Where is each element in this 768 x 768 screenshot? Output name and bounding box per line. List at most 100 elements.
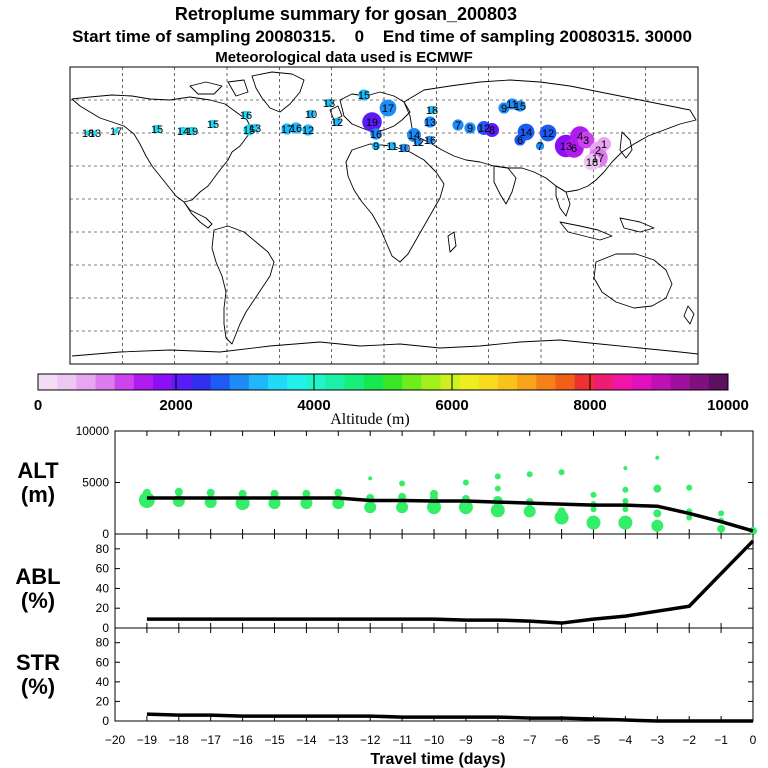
altitude-cluster-point <box>430 489 438 498</box>
trajectory-blob <box>85 130 91 136</box>
trajectory-day-label: 18 <box>426 105 438 117</box>
colorbar-cell <box>133 374 154 390</box>
colorbar-cell <box>287 374 307 390</box>
altitude-cluster-point <box>526 471 533 478</box>
colorbar-cell <box>248 374 269 390</box>
colorbar-tick-label: 10000 <box>707 397 749 414</box>
x-axis-title: Travel time (days) <box>370 751 505 768</box>
trajectory-day-label: 12 <box>331 117 343 129</box>
trajectory-day-label: 15 <box>243 125 255 137</box>
trajectory-day-label: 13 <box>89 128 101 140</box>
colorbar-cell <box>325 374 346 390</box>
trajectory-blob <box>597 137 611 151</box>
altitude-cluster-point <box>206 488 215 497</box>
colorbar-cell <box>191 374 211 390</box>
trajectory-day-label: 16 <box>290 123 302 135</box>
trajectory-day-label: 13 <box>560 141 572 153</box>
colorbar-cell <box>306 374 326 390</box>
colorbar-cell <box>383 374 403 390</box>
x-tick-label: −2 <box>682 733 696 747</box>
altitude-cluster-point <box>458 500 473 515</box>
trajectory-day-label: 11 <box>506 99 517 111</box>
trajectory-blob <box>302 124 314 136</box>
trajectory-day-label: 8 <box>489 125 495 137</box>
colorbar-cell <box>95 374 116 390</box>
altitude-cluster-point <box>238 489 247 498</box>
str-panel-unit: (%) <box>21 674 55 699</box>
altitude-cluster-point <box>494 485 501 492</box>
x-tick-label: −7 <box>523 733 537 747</box>
trajectory-day-label: 17 <box>592 153 604 165</box>
altitude-cluster-point <box>651 519 664 532</box>
y-tick-label: 20 <box>96 694 110 708</box>
trajectory-day-label: 15 <box>514 101 526 113</box>
trajectory-day-label: 14 <box>177 126 189 138</box>
x-tick-label: −3 <box>650 733 664 747</box>
altitude-cluster-point <box>334 488 343 497</box>
trajectory-day-label: 14 <box>520 127 532 139</box>
altitude-cluster-point <box>399 480 406 487</box>
colorbar-cell <box>440 374 461 390</box>
y-tick-label: 0 <box>102 527 109 541</box>
trajectory-day-label: 17 <box>110 126 122 138</box>
trajectory-blob <box>425 135 435 145</box>
trajectory-blob <box>241 110 251 120</box>
altitude-cluster-point <box>686 484 693 491</box>
colorbar-cell <box>210 374 231 390</box>
colorbar-tick-label: 6000 <box>435 397 468 414</box>
altitude-cluster-point <box>653 509 662 518</box>
altitude-cluster-point <box>623 466 628 471</box>
trajectory-blob <box>370 128 382 140</box>
x-tick-label: 0 <box>750 733 757 747</box>
title-line-1: Retroplume summary for gosan_200803 <box>175 4 517 24</box>
trajectory-day-label: 17 <box>382 103 394 115</box>
alt-mean-line <box>146 496 754 533</box>
trajectory-day-label: 15 <box>358 90 370 102</box>
trajectory-blob <box>208 119 218 129</box>
trajectory-day-label: 14 <box>408 130 420 142</box>
altitude-cluster-point <box>618 515 633 530</box>
trajectory-day-label: 6 <box>571 143 577 155</box>
colorbar-title: Altitude (m) <box>330 411 410 428</box>
trajectory-day-label: 12 <box>542 128 554 140</box>
altitude-cluster-point <box>332 497 345 510</box>
x-tick-label: −20 <box>105 733 126 747</box>
trajectory-blob <box>514 134 526 146</box>
trajectory-day-label: 16 <box>370 129 382 141</box>
alt-panel-label: ALT <box>17 458 59 483</box>
altitude-cluster-point <box>622 486 629 493</box>
altitude-cluster-point <box>717 524 726 533</box>
altitude-cluster-point <box>396 501 409 514</box>
altitude-cluster-point <box>653 484 662 493</box>
trajectory-day-label: 1 <box>601 139 607 151</box>
colorbar-cell <box>114 374 135 390</box>
x-tick-label: −15 <box>264 733 285 747</box>
colorbar-cell <box>498 374 518 390</box>
trajectory-blob <box>399 143 409 153</box>
trajectory-day-label: 12 <box>412 137 424 149</box>
x-tick-label: −5 <box>587 733 601 747</box>
trajectory-day-label: 19 <box>366 117 378 129</box>
colorbar-cell <box>459 374 480 390</box>
trajectory-blob <box>452 119 464 131</box>
colorbar-cell <box>689 374 710 390</box>
colorbar-cell <box>153 374 173 390</box>
trajectory-blob <box>362 112 382 132</box>
colorbar-cell <box>517 374 537 390</box>
x-tick-label: −16 <box>232 733 253 747</box>
trajectory-blob <box>178 126 188 136</box>
colorbar-cell <box>632 374 652 390</box>
altitude-colorbar: 0 2000 4000 6000 8000 10000 Altitude (m) <box>34 373 749 428</box>
y-tick-label: 60 <box>96 655 110 669</box>
altitude-cluster-point <box>138 492 155 509</box>
altitude-cluster-point <box>368 476 373 481</box>
trajectory-day-label: 18 <box>586 157 598 169</box>
trajectory-day-label: 13 <box>323 98 335 110</box>
trajectory-day-label: 15 <box>207 119 219 131</box>
x-tick-label: −10 <box>424 733 445 747</box>
trajectory-day-label: 11 <box>386 141 397 153</box>
altitude-cluster-point <box>494 473 501 480</box>
map-gridlines <box>70 67 698 364</box>
altitude-cluster-point <box>427 500 441 515</box>
